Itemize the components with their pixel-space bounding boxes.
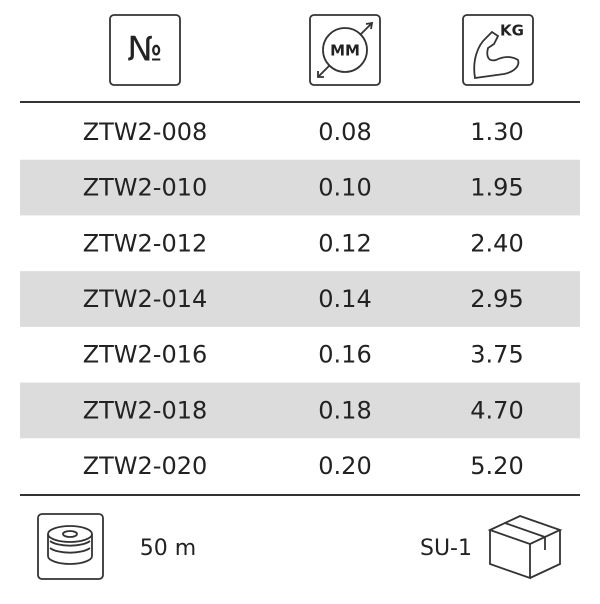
package: SU-1: [420, 536, 472, 561]
table-cell: 0.16: [318, 341, 371, 369]
table-cell: 0.12: [318, 229, 371, 257]
table-cell: 2.95: [470, 285, 523, 313]
row-shade: [20, 382, 580, 439]
table-cell: ZTW2-008: [83, 118, 208, 146]
table-cell: ZTW2-012: [83, 229, 208, 257]
row-shade: [20, 271, 580, 327]
table-body: ZTW2-008 0.08 1.30 ZTW2-010 0.10 1.95 ZTW2-012…: [20, 118, 580, 480]
table-cell: ZTW2-010: [83, 174, 208, 202]
row-shade: [20, 159, 580, 216]
table-cell: 1.30: [470, 118, 523, 146]
table-row: ZTW2-020 0.20 5.20: [83, 452, 524, 480]
spool-icon: [37, 513, 104, 580]
table-cell: ZTW2-018: [83, 396, 208, 424]
table-row: ZTW2-016 0.16 3.75: [83, 341, 524, 369]
table-cell: 4.70: [470, 396, 523, 424]
number-icon: №: [109, 14, 181, 86]
diameter-header: MM: [330, 42, 360, 60]
table-row: ZTW2-018 0.18 4.70: [20, 382, 580, 439]
box-icon: [487, 515, 563, 580]
strength-icon: KG: [462, 14, 534, 86]
table-cell: 2.40: [470, 229, 523, 257]
table-row: ZTW2-012 0.12 2.40: [83, 229, 524, 257]
table-cell: 0.20: [318, 452, 371, 480]
table-cell: 3.75: [470, 341, 523, 369]
table-cell: 0.08: [318, 118, 371, 146]
diameter-icon: MM: [309, 14, 381, 86]
table-cell: 1.95: [470, 174, 523, 202]
table-row: ZTW2-008 0.08 1.30: [83, 118, 524, 146]
length: 50 m: [140, 536, 196, 561]
table-row: ZTW2-014 0.14 2.95: [20, 271, 580, 327]
table-cell: ZTW2-020: [83, 452, 208, 480]
table-cell: ZTW2-016: [83, 341, 208, 369]
table-cell: 0.14: [318, 285, 371, 313]
table-cell: 0.10: [318, 174, 371, 202]
number-header: №: [127, 30, 162, 70]
table-cell: 5.20: [470, 452, 523, 480]
table-row: ZTW2-010 0.10 1.95: [20, 159, 580, 216]
table-cell: ZTW2-014: [83, 285, 208, 313]
table-cell: 0.18: [318, 396, 371, 424]
strength-header: KG: [500, 22, 524, 40]
